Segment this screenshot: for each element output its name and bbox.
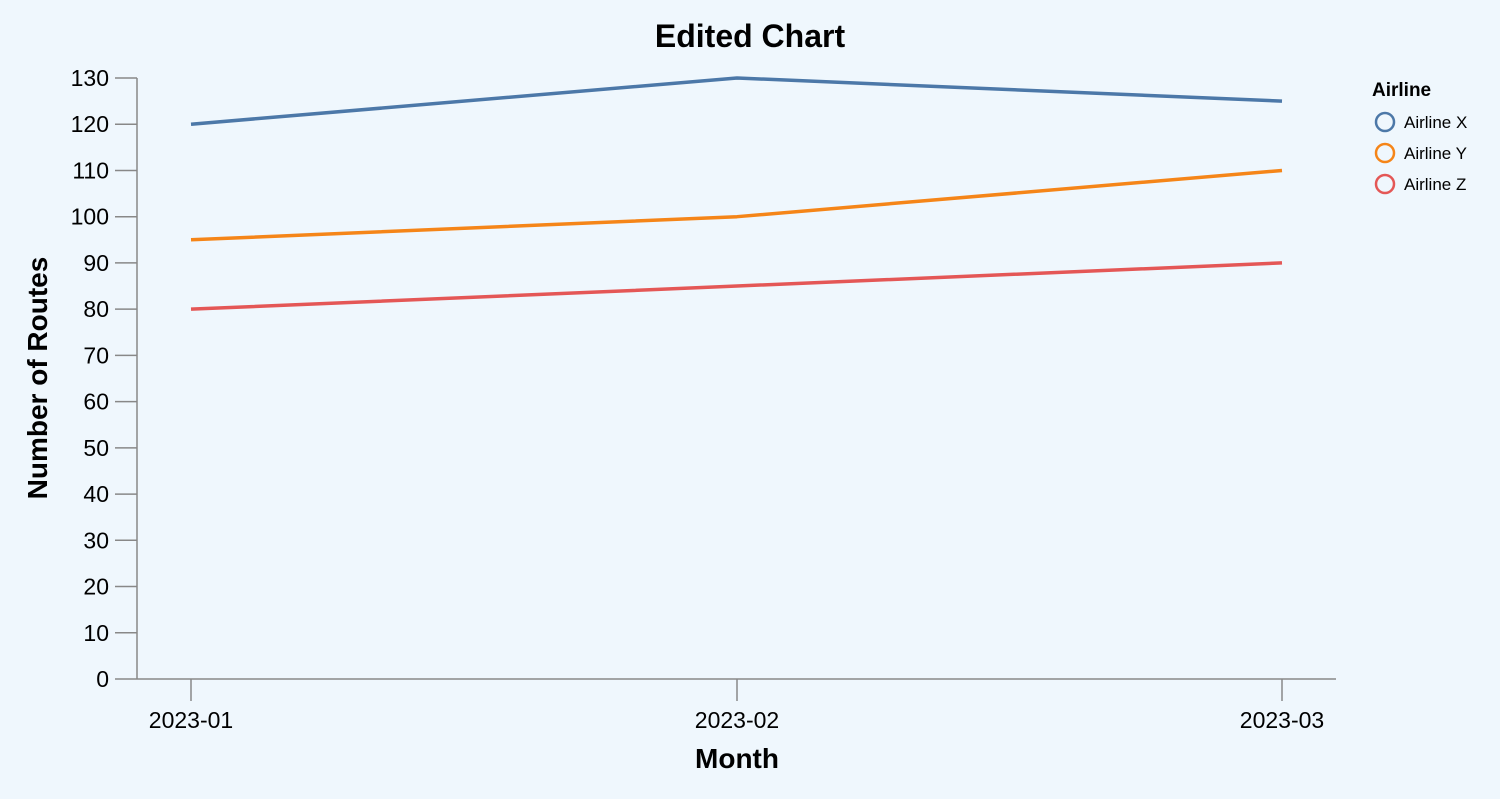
legend-symbol-airline-y (1374, 142, 1396, 164)
x-tick-label: 2023-01 (149, 707, 233, 733)
legend-items: Airline X Airline Y Airline Z (1374, 111, 1467, 195)
y-tick-label: 30 (83, 527, 109, 553)
series-line-airline-x (190, 76, 1283, 126)
y-tick-label: 100 (71, 204, 109, 230)
y-tick-label: 130 (71, 65, 109, 91)
x-tick-label: 2023-02 (695, 707, 779, 733)
chart-title: Edited Chart (655, 18, 846, 54)
y-tick-label: 20 (83, 574, 109, 600)
y-tick-label: 70 (83, 342, 109, 368)
legend-label-airline-x: Airline X (1404, 113, 1467, 132)
legend: Airline Airline X Airline Y Airline Z (1372, 80, 1467, 195)
y-tick-label: 0 (96, 666, 109, 692)
legend-label-airline-y: Airline Y (1404, 144, 1467, 163)
legend-label-airline-z: Airline Z (1404, 175, 1466, 194)
y-axis: 0 10 20 30 40 50 60 70 80 90 100 110 120 130 (71, 65, 138, 692)
x-tick-label: 2023-03 (1240, 707, 1324, 733)
y-tick-label: 120 (71, 111, 109, 137)
series-line-airline-z (190, 261, 1283, 311)
y-tick-label: 10 (83, 620, 109, 646)
y-tick-label: 40 (83, 481, 109, 507)
series-lines (190, 76, 1283, 311)
y-tick-label: 90 (83, 250, 109, 276)
y-axis-title: Number of Routes (22, 257, 53, 500)
y-tick-label: 50 (83, 435, 109, 461)
legend-symbol-airline-x (1374, 111, 1396, 133)
x-axis-title: Month (695, 743, 779, 774)
y-tick-label: 60 (83, 389, 109, 415)
series-line-airline-y (190, 168, 1283, 242)
legend-symbol-airline-z (1374, 173, 1396, 195)
x-axis: 2023-01 2023-02 2023-03 (137, 678, 1336, 733)
y-tick-label: 110 (72, 157, 109, 183)
y-tick-label: 80 (83, 296, 109, 322)
legend-title: Airline (1372, 80, 1431, 101)
